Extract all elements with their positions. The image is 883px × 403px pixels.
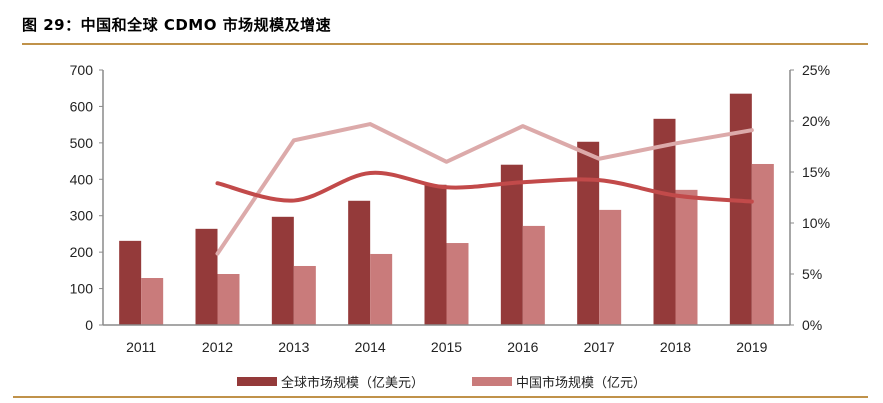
legend-item-china: 中国市场规模（亿元） xyxy=(472,372,646,391)
x-tick-label: 2017 xyxy=(584,339,615,355)
bar-global xyxy=(424,184,447,325)
x-tick-label: 2012 xyxy=(202,339,233,355)
x-tick-label: 2011 xyxy=(126,339,156,355)
left-tick-label: 600 xyxy=(70,98,94,114)
bar-global xyxy=(195,228,218,325)
legend-label-global: 全球市场规模（亿美元） xyxy=(280,376,424,391)
chart-title: 图 29：中国和全球 CDMO 市场规模及增速 xyxy=(22,16,332,34)
bar-china xyxy=(599,209,622,325)
legend-label-china: 中国市场规模（亿元） xyxy=(516,376,647,391)
x-tick-label: 2018 xyxy=(660,339,691,355)
bar-china xyxy=(446,243,469,325)
left-tick-label: 400 xyxy=(70,171,94,187)
line-china-growth xyxy=(215,122,754,256)
right-tick-label: 15% xyxy=(802,164,830,180)
x-tick-label: 2019 xyxy=(736,339,767,355)
combo-chart: 0 100 200 300 400 500 600 700 0% 5% 10% 15% 20% 25% 20… xyxy=(70,62,830,355)
line-global-growth xyxy=(215,170,754,204)
x-tick-label: 2014 xyxy=(355,339,386,355)
bar-global xyxy=(271,216,294,325)
bar-china xyxy=(751,163,774,325)
left-tick-label: 200 xyxy=(70,244,94,260)
left-tick-label: 700 xyxy=(70,62,94,78)
right-tick-label: 5% xyxy=(802,266,822,282)
bar-china xyxy=(370,253,393,325)
right-tick-label: 0% xyxy=(802,317,822,333)
x-tick-label: 2013 xyxy=(278,339,309,355)
x-tick-label: 2015 xyxy=(431,339,462,355)
bar-china xyxy=(293,265,316,325)
bar-global xyxy=(729,93,752,325)
legend-swatch-global xyxy=(236,377,277,386)
legend: 全球市场规模（亿美元） 中国市场规模（亿元） xyxy=(0,372,883,391)
left-tick-label: 100 xyxy=(70,281,94,297)
bar-china xyxy=(217,274,240,325)
legend-swatch-china xyxy=(472,377,512,386)
left-tick-label: 0 xyxy=(85,317,93,333)
x-tick-label: 2016 xyxy=(507,339,538,355)
bar-global xyxy=(119,240,142,325)
left-tick-label: 300 xyxy=(70,208,94,224)
bar-china xyxy=(141,278,164,325)
right-tick-label: 10% xyxy=(802,215,830,231)
bar-china xyxy=(522,225,545,325)
bar-china xyxy=(675,189,698,325)
legend-item-global: 全球市场规模（亿美元） xyxy=(236,372,424,391)
bar-global xyxy=(500,164,523,325)
bar-global xyxy=(653,118,676,325)
right-tick-label: 20% xyxy=(802,113,830,129)
right-tick-label: 25% xyxy=(802,62,830,78)
bar-global xyxy=(577,141,600,325)
left-tick-label: 500 xyxy=(70,135,94,151)
bottom-rule xyxy=(13,396,868,398)
top-rule xyxy=(22,43,868,45)
bar-global xyxy=(348,200,371,325)
